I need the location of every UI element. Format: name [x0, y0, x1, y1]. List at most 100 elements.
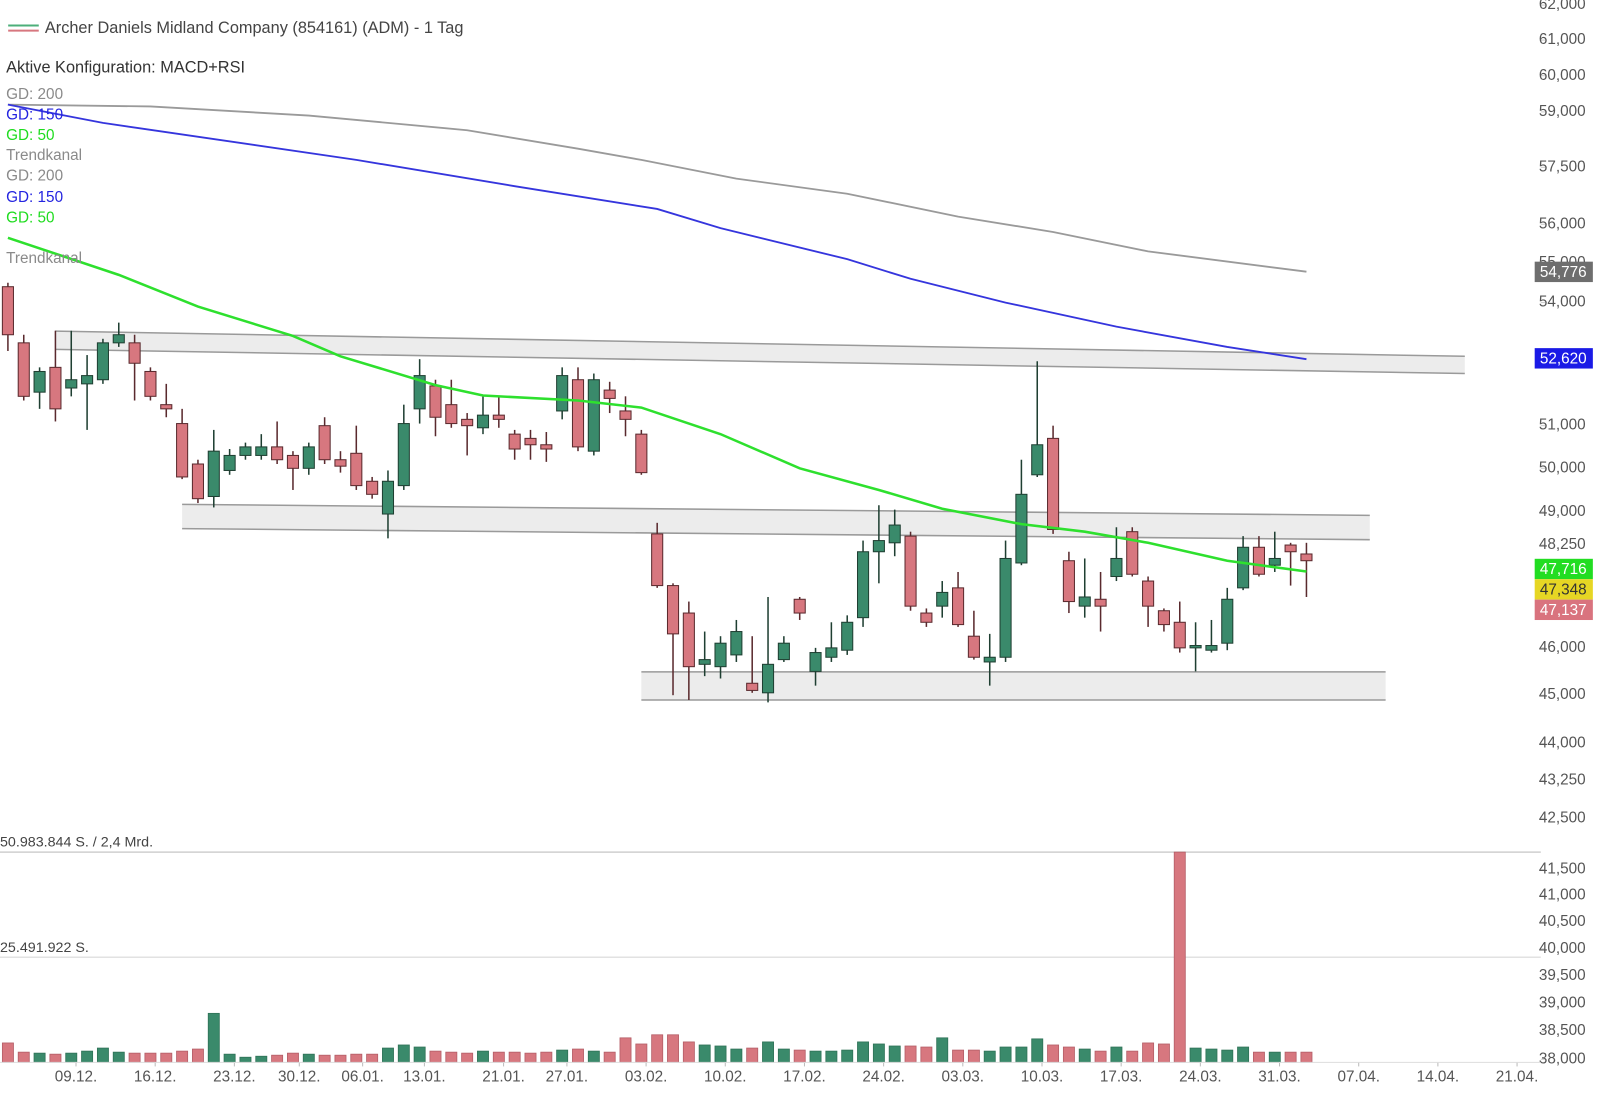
volume-bar — [1047, 1044, 1060, 1063]
candle-body — [651, 533, 664, 587]
y-tick-label: 40,000 — [1539, 940, 1586, 957]
y-tick-label: 41,000 — [1539, 887, 1586, 904]
price-tag-label: 47,137 — [1540, 602, 1587, 619]
volume-bar — [1, 1042, 14, 1063]
volume-bar — [413, 1046, 426, 1063]
candle-body — [1221, 598, 1234, 644]
price-tag — [1534, 599, 1593, 621]
volume-bar — [682, 1041, 695, 1063]
candle-body — [239, 446, 252, 456]
x-tick-label: 23.12. — [213, 1069, 256, 1086]
volume-bar — [461, 1052, 474, 1063]
candle-body — [1237, 546, 1250, 589]
volume-bar — [366, 1053, 379, 1063]
candle-body — [286, 454, 300, 469]
trend-channel — [55, 331, 1465, 374]
volume-bar — [1237, 1046, 1250, 1063]
candle-body — [666, 585, 680, 635]
volume-bar — [382, 1047, 394, 1063]
candle-body — [176, 423, 189, 478]
candle-body — [49, 366, 62, 410]
candle-body — [524, 437, 537, 446]
candle-body — [65, 379, 78, 389]
volume-bar — [714, 1045, 727, 1063]
volume-bar — [524, 1052, 537, 1063]
x-tick-label: 03.02. — [625, 1069, 668, 1086]
volume-bar — [841, 1049, 854, 1063]
price-tag — [1534, 579, 1593, 600]
x-tick-label: 03.03. — [942, 1069, 985, 1086]
x-tick-label: 21.01. — [482, 1069, 525, 1086]
price-tag-label: 54,776 — [1540, 264, 1587, 281]
candle-body — [191, 463, 204, 500]
x-tick-label: 16.12. — [134, 1069, 177, 1086]
candle-body — [1047, 437, 1060, 530]
price-tag-label: 52,620 — [1540, 350, 1587, 367]
x-tick-label: 10.02. — [704, 1069, 747, 1086]
volume-bar — [397, 1044, 410, 1063]
y-tick-label: 46,000 — [1539, 639, 1586, 656]
candle-body — [81, 375, 94, 385]
candle-body — [809, 652, 822, 672]
y-tick-label: 40,500 — [1539, 913, 1586, 930]
volume-bar — [1189, 1047, 1202, 1063]
candle-body — [17, 342, 30, 397]
candle-body — [714, 642, 727, 668]
candle-body — [619, 410, 632, 420]
y-tick-label: 39,500 — [1539, 967, 1586, 984]
volume-bar — [318, 1054, 331, 1063]
trend-channel — [641, 671, 1386, 700]
volume-bar — [176, 1050, 189, 1063]
legend-entry: GD: 50 — [6, 209, 54, 226]
volume-bar — [492, 1051, 505, 1063]
candle-body — [682, 612, 695, 668]
candle-body — [476, 414, 490, 429]
volume-bar — [540, 1051, 553, 1063]
x-tick-label: 10.03. — [1021, 1069, 1064, 1086]
candle-body — [461, 418, 474, 427]
volume-bar — [1268, 1051, 1281, 1063]
x-tick-label: 17.03. — [1100, 1069, 1143, 1086]
volume-bar — [983, 1050, 996, 1063]
price-tag-label: 47,348 — [1540, 581, 1587, 598]
volume-bar — [160, 1052, 173, 1063]
x-tick-label: 24.03. — [1179, 1069, 1222, 1086]
x-tick-label: 24.02. — [862, 1069, 905, 1086]
volume-bar — [207, 1012, 220, 1063]
volume-bar — [223, 1053, 236, 1063]
volume-bar — [809, 1050, 822, 1063]
volume-bar — [1300, 1051, 1313, 1063]
channels — [55, 330, 1465, 701]
y-tick-label: 56,000 — [1539, 215, 1586, 232]
chart-title: Archer Daniels Midland Company (854161) … — [45, 19, 464, 37]
price-tag — [1534, 261, 1593, 283]
candle-body — [967, 635, 980, 658]
candle-body — [872, 540, 885, 553]
legend-entry: GD: 50 — [6, 127, 54, 144]
candle-body — [1031, 444, 1044, 476]
volume-bar — [746, 1047, 759, 1063]
volume-bar — [191, 1048, 204, 1063]
volume-bar — [144, 1052, 157, 1063]
y-tick-label: 42,500 — [1539, 809, 1586, 826]
candle-body — [1142, 580, 1155, 607]
volume-bar — [239, 1056, 252, 1063]
volume-bar — [952, 1049, 965, 1063]
legend-entry: GD: 200 — [6, 86, 63, 103]
candle-body — [904, 535, 917, 607]
volume-bar — [730, 1048, 743, 1063]
volume-bar — [112, 1051, 125, 1063]
y-tick-label: 61,000 — [1539, 31, 1586, 48]
legend-entry: GD: 150 — [6, 106, 63, 123]
candle-body — [1015, 493, 1028, 564]
volume-bar — [1284, 1051, 1297, 1063]
candle-body — [397, 423, 410, 487]
volume-bar — [255, 1055, 268, 1063]
volume-bar — [96, 1047, 109, 1063]
candle-body — [1268, 557, 1281, 566]
moving-average — [7, 103, 1307, 361]
volume-bar — [999, 1046, 1012, 1063]
candle-body — [1189, 645, 1202, 649]
candle-body — [1062, 560, 1075, 603]
